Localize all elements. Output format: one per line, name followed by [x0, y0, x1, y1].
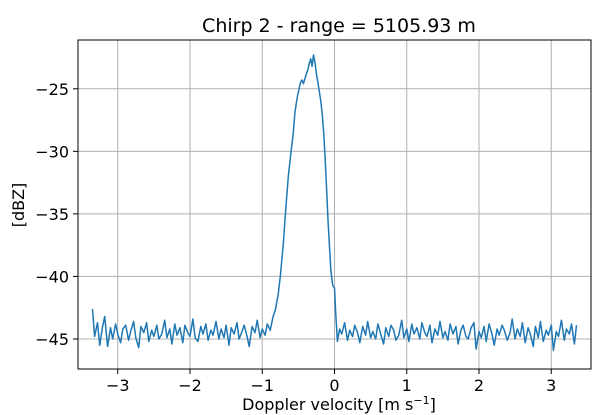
x-tick-label: 3: [546, 376, 556, 395]
x-axis-label-superscript: −1: [413, 394, 429, 407]
chart-title: Chirp 2 - range = 5105.93 m: [202, 15, 476, 37]
x-axis-label-main: Doppler velocity [m s: [242, 395, 413, 414]
x-axis-label-suffix: ]: [430, 395, 436, 414]
y-tick-label: −25: [35, 80, 69, 99]
x-ticks: −3 −2 −1 0 1 2 3: [106, 369, 556, 395]
y-tick-label: −45: [35, 330, 69, 349]
x-tick-label: 2: [474, 376, 484, 395]
y-tick-label: −30: [35, 142, 69, 161]
y-ticks: −25 −30 −35 −40 −45: [35, 80, 78, 349]
y-axis-label: [dBZ]: [9, 183, 28, 228]
x-axis-label: Doppler velocity [m s−1]: [242, 394, 436, 414]
series-group: [91, 54, 578, 351]
x-tick-label: −3: [106, 376, 130, 395]
y-tick-label: −40: [35, 267, 69, 286]
x-tick-label: −1: [250, 376, 274, 395]
x-tick-label: 1: [402, 376, 412, 395]
x-tick-label: −2: [178, 376, 202, 395]
grid: [78, 40, 591, 369]
series-line: [91, 54, 578, 351]
y-tick-label: −35: [35, 205, 69, 224]
x-tick-label: 0: [329, 376, 339, 395]
